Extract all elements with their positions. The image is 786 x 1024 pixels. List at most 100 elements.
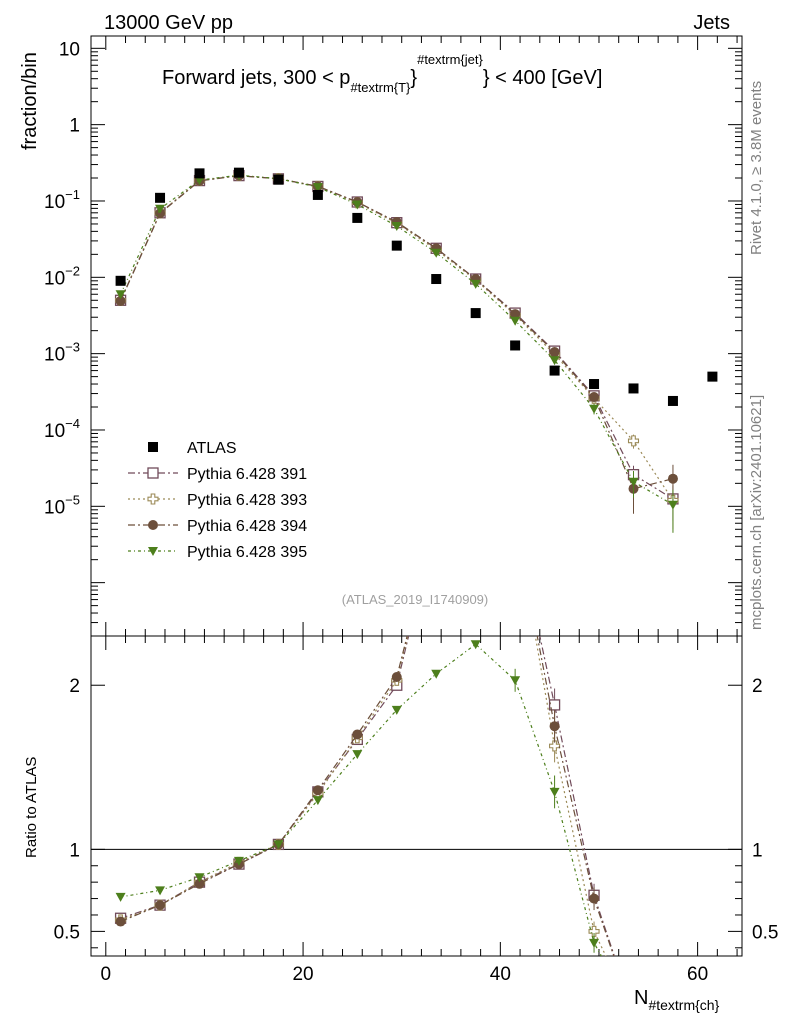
y-tick-mantissa: 1 bbox=[69, 116, 80, 137]
ratio-point bbox=[352, 750, 363, 760]
ratio-point bbox=[391, 672, 402, 683]
ratio-point bbox=[115, 892, 126, 902]
y-tick-exponent: −3 bbox=[65, 340, 80, 355]
data-point bbox=[628, 477, 639, 487]
y-tick-exponent: −5 bbox=[65, 492, 80, 507]
ratio-tick-label-left: 0.5 bbox=[54, 922, 80, 943]
atlas-point bbox=[312, 189, 323, 200]
title-brace: } bbox=[410, 67, 417, 89]
y-tick-exponent: −1 bbox=[65, 187, 80, 202]
x-tick-label: 20 bbox=[292, 964, 313, 985]
data-point bbox=[549, 347, 560, 358]
legend-marker bbox=[147, 493, 159, 505]
title-suffix: } < 400 [GeV] bbox=[483, 67, 603, 89]
data-point bbox=[352, 200, 363, 210]
y-tick-exponent: −4 bbox=[65, 416, 80, 431]
ratio-y-axis-label: Ratio to ATLAS bbox=[23, 757, 40, 858]
ratio-point bbox=[115, 916, 126, 927]
y-tick-label: 1 bbox=[69, 116, 80, 137]
y-tick-exponent: −2 bbox=[65, 263, 80, 278]
ratio-tick-label-right: 0.5 bbox=[752, 922, 778, 943]
analysis-watermark: (ATLAS_2019_I1740909) bbox=[342, 592, 488, 607]
ratio-point bbox=[312, 796, 323, 806]
rivet-label: Rivet 4.1.0, ≥ 3.8M events bbox=[748, 81, 765, 255]
legend-label: Pythia 6.428 391 bbox=[187, 466, 307, 483]
y-tick-label: 10−4 bbox=[44, 416, 80, 442]
ratio-point bbox=[510, 676, 521, 686]
atlas-point bbox=[510, 340, 521, 351]
data-point bbox=[115, 295, 126, 306]
y-tick-mantissa: 10 bbox=[44, 497, 65, 518]
ratio-line bbox=[120, 636, 615, 956]
main-series bbox=[114, 167, 718, 533]
atlas-point bbox=[155, 192, 166, 203]
ratio-tick-label-left: 1 bbox=[69, 840, 80, 861]
y-tick-label: 10−1 bbox=[44, 187, 80, 213]
legend-marker bbox=[148, 442, 158, 452]
ratio-point bbox=[589, 938, 600, 948]
atlas-point bbox=[352, 212, 363, 223]
legend-label: ATLAS bbox=[187, 440, 237, 457]
ratio-point bbox=[155, 886, 166, 896]
ratio-tick-label-right: 2 bbox=[752, 676, 763, 697]
data-point bbox=[627, 435, 640, 447]
ratio-point bbox=[470, 640, 481, 650]
ratio-point bbox=[312, 785, 323, 796]
data-point bbox=[667, 473, 678, 484]
ratio-point bbox=[549, 721, 560, 732]
y-tick-mantissa: 10 bbox=[59, 39, 80, 60]
atlas-point bbox=[707, 371, 718, 382]
title-sub: #textrm{T} bbox=[350, 80, 411, 95]
ratio-point bbox=[589, 893, 600, 904]
ratio-line bbox=[120, 643, 603, 956]
ratio-series bbox=[114, 636, 615, 956]
y-tick-label: 10 bbox=[59, 39, 80, 60]
y-tick-mantissa: 10 bbox=[44, 192, 65, 213]
mcplots-label: mcplots.cern.ch [arXiv:2401.10621] bbox=[748, 395, 765, 630]
ratio-plot-frame bbox=[90, 635, 743, 957]
data-point bbox=[667, 500, 678, 510]
y-tick-label: 10−3 bbox=[44, 340, 80, 366]
data-point bbox=[470, 279, 481, 289]
data-point bbox=[510, 309, 521, 320]
data-point bbox=[312, 183, 323, 193]
title-prefix: Forward jets, 300 < p bbox=[162, 67, 350, 89]
legend-marker bbox=[147, 467, 159, 479]
legend-marker bbox=[148, 547, 158, 556]
y-tick-mantissa: 10 bbox=[44, 268, 65, 289]
title-sup: #textrm{jet} bbox=[417, 52, 483, 67]
x-tick-label: 40 bbox=[490, 964, 511, 985]
data-point bbox=[155, 204, 166, 214]
atlas-point bbox=[233, 167, 244, 178]
legend-marker bbox=[148, 520, 158, 530]
ratio-point bbox=[588, 925, 600, 937]
data-point bbox=[391, 222, 402, 232]
data-point bbox=[589, 404, 600, 414]
data-point bbox=[549, 356, 560, 366]
ratio-axis-ticks: 2 2 1 1 0.5 0.5 bbox=[54, 676, 778, 949]
x-tick-label: 0 bbox=[101, 964, 112, 985]
y-axis-label: fraction/bin bbox=[19, 52, 41, 150]
atlas-point bbox=[115, 275, 126, 286]
data-point bbox=[431, 248, 442, 258]
ratio-point bbox=[352, 729, 363, 740]
x-label-sub: #textrm{ch} bbox=[648, 997, 719, 1013]
data-point bbox=[589, 392, 600, 403]
plot-title: Forward jets, 300 < p#textrm{T}}#textrm{… bbox=[162, 52, 602, 95]
x-axis-label: N#textrm{ch} bbox=[634, 987, 720, 1013]
y-tick-label: 10−5 bbox=[44, 492, 80, 518]
atlas-point bbox=[589, 379, 600, 390]
y-tick-mantissa: 10 bbox=[44, 345, 65, 366]
atlas-point bbox=[194, 168, 205, 179]
data-point bbox=[115, 290, 126, 300]
legend-label: Pythia 6.428 394 bbox=[187, 518, 307, 535]
header-left: 13000 GeV pp bbox=[104, 12, 233, 34]
ratio-line bbox=[120, 636, 607, 956]
atlas-point bbox=[470, 308, 481, 319]
data-point bbox=[510, 316, 521, 326]
x-label-main: N bbox=[634, 987, 648, 1009]
atlas-point bbox=[667, 395, 678, 406]
atlas-point bbox=[391, 240, 402, 251]
